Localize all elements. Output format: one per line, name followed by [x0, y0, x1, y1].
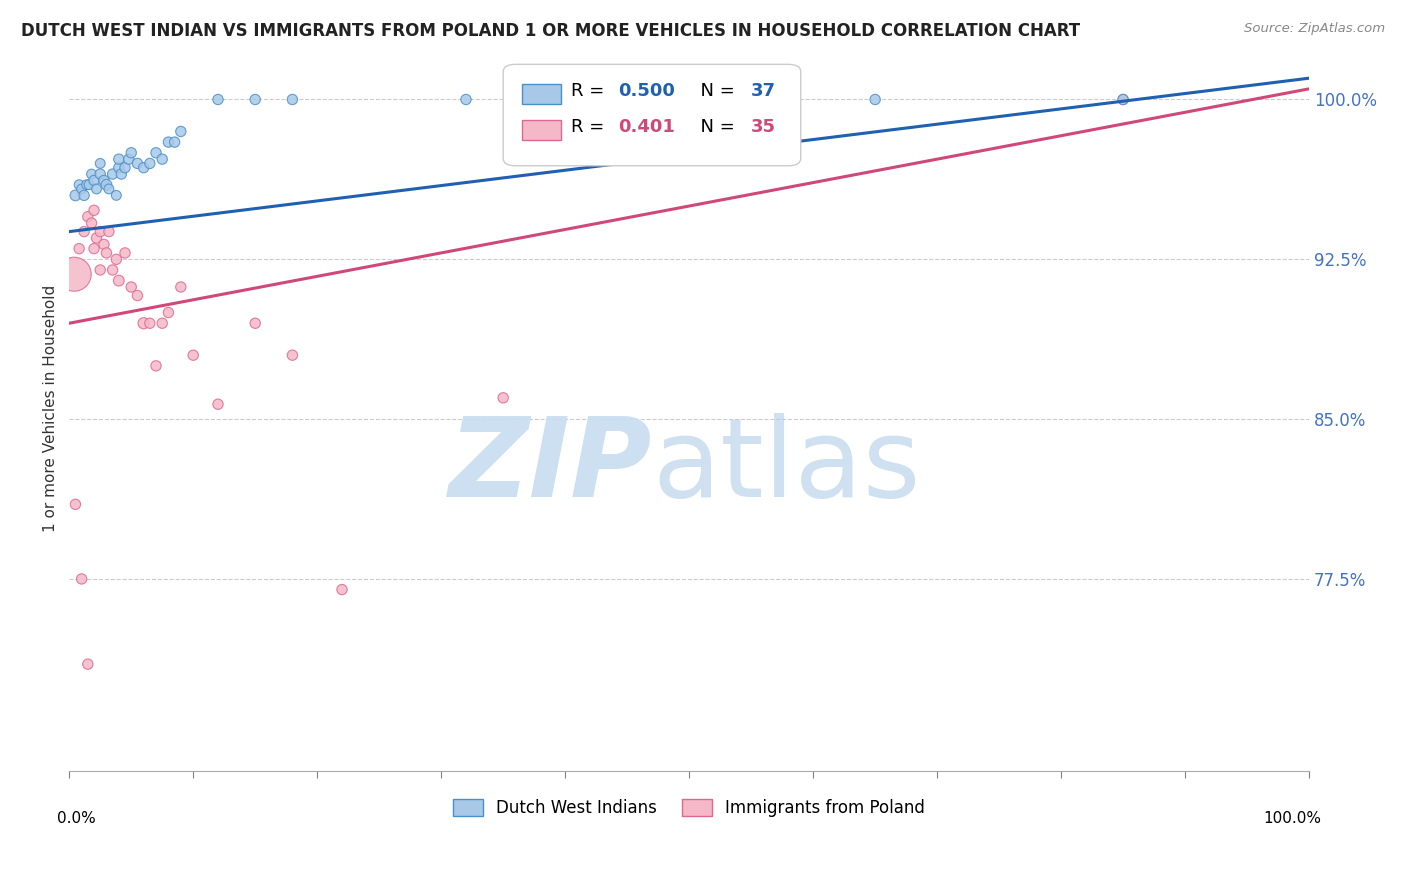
- Point: [77, 178, 100, 192]
- Point: [170, 124, 193, 138]
- Point: [150, 152, 173, 166]
- Point: [145, 145, 167, 160]
- Point: [207, 93, 229, 107]
- Point: [207, 397, 229, 411]
- Point: [114, 246, 136, 260]
- Point: [454, 93, 477, 107]
- Point: [73, 188, 96, 202]
- Point: [1112, 93, 1135, 107]
- Text: DUTCH WEST INDIAN VS IMMIGRANTS FROM POLAND 1 OR MORE VEHICLES IN HOUSEHOLD CORR: DUTCH WEST INDIAN VS IMMIGRANTS FROM POL…: [21, 22, 1080, 40]
- Point: [492, 391, 515, 405]
- Point: [89, 156, 111, 170]
- Point: [70, 572, 93, 586]
- Point: [70, 182, 93, 196]
- Text: Source: ZipAtlas.com: Source: ZipAtlas.com: [1244, 22, 1385, 36]
- Point: [105, 188, 128, 202]
- Point: [67, 178, 90, 192]
- Point: [63, 267, 86, 281]
- Point: [110, 167, 132, 181]
- Point: [73, 225, 96, 239]
- Point: [83, 173, 105, 187]
- Point: [93, 173, 115, 187]
- FancyBboxPatch shape: [522, 120, 561, 140]
- Point: [281, 93, 304, 107]
- Point: [245, 316, 267, 330]
- Text: N =: N =: [689, 82, 741, 100]
- Point: [132, 316, 155, 330]
- Point: [330, 582, 353, 597]
- Point: [97, 225, 120, 239]
- Text: atlas: atlas: [652, 413, 921, 520]
- Point: [740, 93, 762, 107]
- Point: [127, 288, 149, 302]
- Point: [245, 93, 267, 107]
- Point: [114, 161, 136, 175]
- Point: [170, 280, 193, 294]
- Point: [96, 178, 118, 192]
- FancyBboxPatch shape: [503, 64, 801, 166]
- Point: [118, 152, 141, 166]
- Text: 35: 35: [751, 119, 776, 136]
- Point: [281, 348, 304, 362]
- FancyBboxPatch shape: [522, 84, 561, 104]
- Point: [108, 161, 131, 175]
- Point: [76, 178, 98, 192]
- Point: [181, 348, 204, 362]
- Point: [80, 167, 103, 181]
- Point: [150, 316, 173, 330]
- Point: [120, 145, 142, 160]
- Point: [76, 210, 98, 224]
- Text: 0.0%: 0.0%: [56, 811, 96, 826]
- Point: [86, 231, 108, 245]
- Point: [86, 182, 108, 196]
- Text: 0.401: 0.401: [619, 119, 675, 136]
- Point: [127, 156, 149, 170]
- Point: [83, 203, 105, 218]
- Point: [863, 93, 886, 107]
- Point: [157, 305, 180, 319]
- Text: R =: R =: [571, 119, 610, 136]
- Legend: Dutch West Indians, Immigrants from Poland: Dutch West Indians, Immigrants from Pola…: [446, 792, 932, 824]
- Point: [105, 252, 128, 267]
- Text: ZIP: ZIP: [449, 413, 652, 520]
- Point: [108, 274, 131, 288]
- Point: [65, 188, 87, 202]
- Point: [93, 237, 115, 252]
- Point: [101, 167, 124, 181]
- Point: [67, 242, 90, 256]
- Point: [1112, 93, 1135, 107]
- Point: [89, 225, 111, 239]
- Text: 0.500: 0.500: [619, 82, 675, 100]
- Point: [80, 216, 103, 230]
- Text: N =: N =: [689, 119, 741, 136]
- Point: [108, 152, 131, 166]
- Point: [97, 182, 120, 196]
- Point: [139, 156, 162, 170]
- Point: [120, 280, 142, 294]
- Text: 37: 37: [751, 82, 776, 100]
- Point: [65, 497, 87, 511]
- Point: [89, 167, 111, 181]
- Text: R =: R =: [571, 82, 610, 100]
- Point: [145, 359, 167, 373]
- Point: [163, 135, 186, 149]
- Point: [76, 657, 98, 672]
- Point: [139, 316, 162, 330]
- Text: 100.0%: 100.0%: [1264, 811, 1322, 826]
- Point: [101, 263, 124, 277]
- Point: [96, 246, 118, 260]
- Point: [132, 161, 155, 175]
- Point: [157, 135, 180, 149]
- Point: [89, 263, 111, 277]
- Y-axis label: 1 or more Vehicles in Household: 1 or more Vehicles in Household: [44, 285, 58, 533]
- Point: [83, 242, 105, 256]
